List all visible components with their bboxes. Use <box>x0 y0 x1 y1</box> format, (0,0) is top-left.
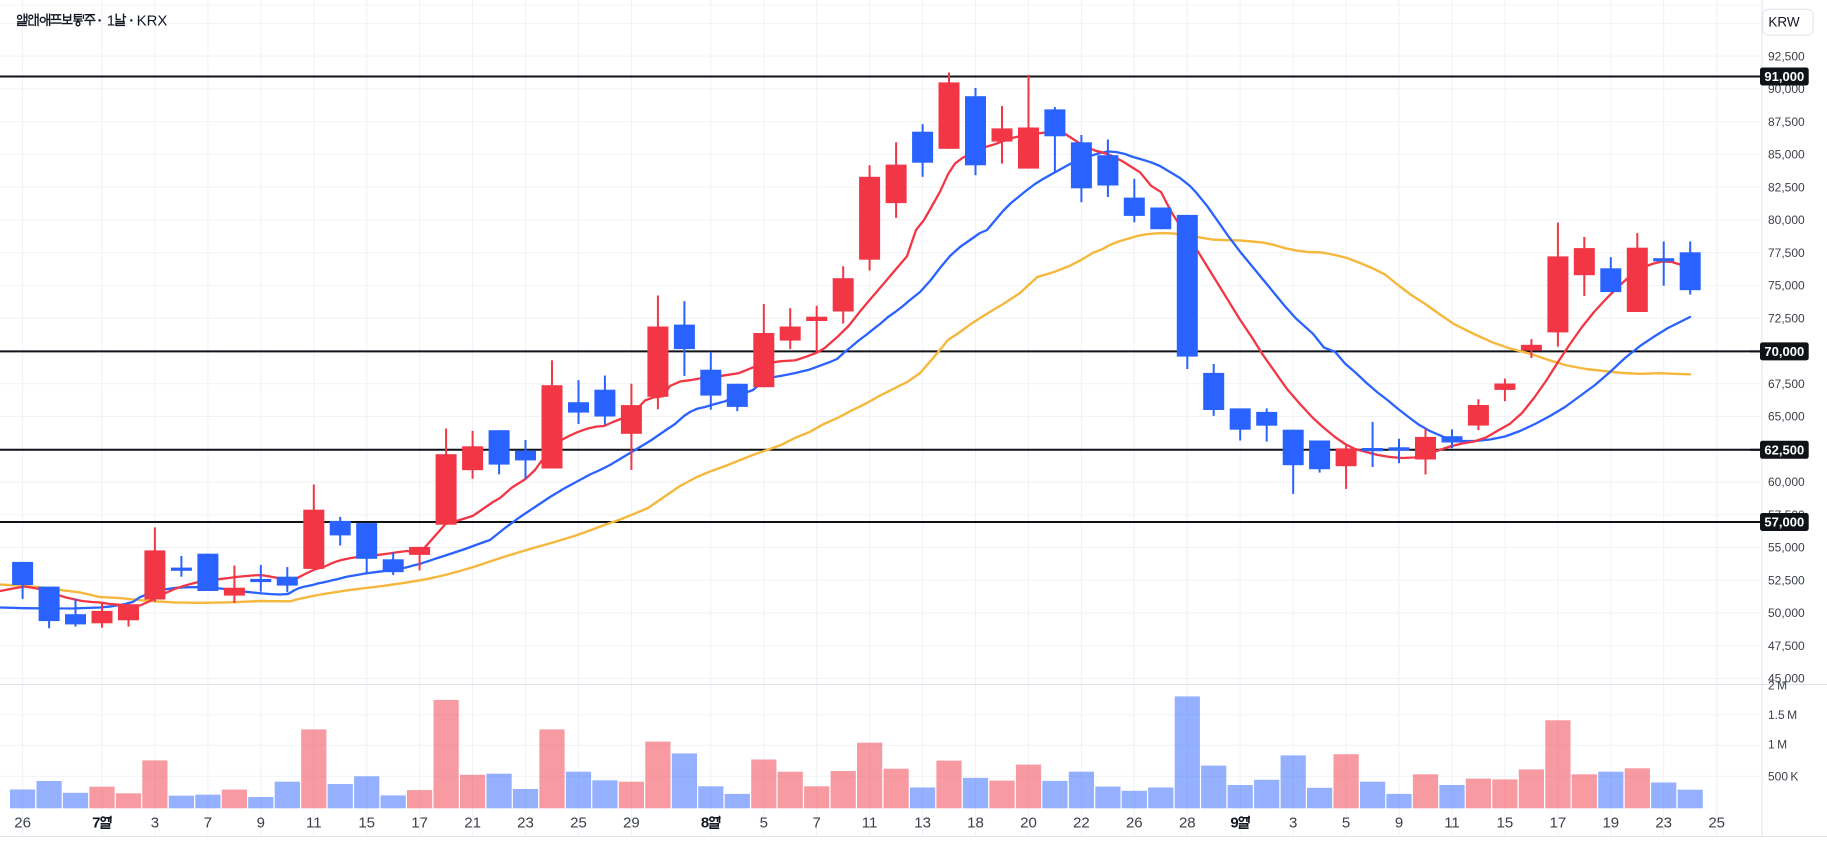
svg-text:77,500: 77,500 <box>1768 246 1805 260</box>
svg-text:47,500: 47,500 <box>1768 639 1805 653</box>
svg-text:72,500: 72,500 <box>1768 311 1805 325</box>
svg-text:17: 17 <box>1550 815 1567 832</box>
svg-text:25: 25 <box>570 815 587 832</box>
svg-text:82,500: 82,500 <box>1768 180 1805 194</box>
svg-text:52,500: 52,500 <box>1768 573 1805 587</box>
svg-text:15: 15 <box>1497 815 1514 832</box>
svg-text:7: 7 <box>204 815 212 832</box>
svg-text:19: 19 <box>1602 815 1619 832</box>
svg-text:65,000: 65,000 <box>1768 410 1805 424</box>
svg-text:45,000: 45,000 <box>1768 672 1805 686</box>
svg-text:1 M: 1 M <box>1768 738 1787 752</box>
svg-text:62,500: 62,500 <box>1764 442 1804 457</box>
svg-text:75,000: 75,000 <box>1768 279 1805 293</box>
svg-text:90,000: 90,000 <box>1768 82 1805 96</box>
svg-text:11: 11 <box>306 815 322 832</box>
svg-text:8: 8 <box>701 815 709 832</box>
svg-text:5: 5 <box>760 815 768 832</box>
svg-text:85,000: 85,000 <box>1768 148 1805 162</box>
svg-text:17: 17 <box>411 815 428 832</box>
svg-text:29: 29 <box>623 815 640 832</box>
svg-text:KRX: KRX <box>137 12 168 29</box>
svg-text:7: 7 <box>92 815 100 832</box>
svg-text:60,000: 60,000 <box>1768 475 1805 489</box>
svg-text:26: 26 <box>1126 815 1143 832</box>
svg-text:87,500: 87,500 <box>1768 115 1805 129</box>
svg-text:25: 25 <box>1708 815 1725 832</box>
svg-text:91,000: 91,000 <box>1764 69 1804 84</box>
svg-text:KRW: KRW <box>1768 15 1800 30</box>
svg-text:13: 13 <box>914 815 931 832</box>
svg-text:9: 9 <box>1395 815 1403 832</box>
svg-text:18: 18 <box>967 815 984 832</box>
svg-text:15: 15 <box>358 815 375 832</box>
svg-text:1.5 M: 1.5 M <box>1768 708 1797 722</box>
svg-text:70,000: 70,000 <box>1764 344 1804 359</box>
svg-text:·: · <box>98 12 103 29</box>
svg-text:20: 20 <box>1020 815 1037 832</box>
svg-text:92,500: 92,500 <box>1768 49 1805 63</box>
svg-text:50,000: 50,000 <box>1768 606 1805 620</box>
svg-text:3: 3 <box>151 815 159 832</box>
svg-text:9: 9 <box>1230 815 1238 832</box>
svg-text:22: 22 <box>1073 815 1090 832</box>
svg-text:26: 26 <box>14 815 31 832</box>
svg-text:·: · <box>129 12 134 29</box>
svg-text:1: 1 <box>107 12 115 29</box>
svg-text:80,000: 80,000 <box>1768 213 1805 227</box>
svg-text:23: 23 <box>1655 815 1672 832</box>
svg-text:9: 9 <box>257 815 265 832</box>
svg-text:28: 28 <box>1179 815 1196 832</box>
svg-text:67,500: 67,500 <box>1768 377 1805 391</box>
svg-text:5: 5 <box>1342 815 1350 832</box>
svg-text:11: 11 <box>862 815 878 832</box>
svg-text:23: 23 <box>517 815 534 832</box>
svg-text:500 K: 500 K <box>1768 770 1798 784</box>
svg-text:57,000: 57,000 <box>1764 515 1804 530</box>
svg-text:55,000: 55,000 <box>1768 541 1805 555</box>
svg-text:11: 11 <box>1444 815 1460 832</box>
svg-text:2 M: 2 M <box>1768 679 1787 693</box>
svg-text:21: 21 <box>464 815 481 832</box>
svg-text:7: 7 <box>813 815 821 832</box>
svg-text:3: 3 <box>1289 815 1297 832</box>
